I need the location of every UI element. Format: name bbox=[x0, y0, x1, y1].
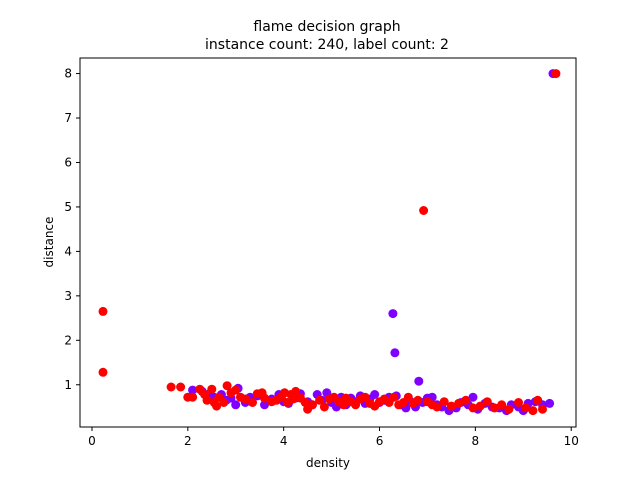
y-tick-label: 3 bbox=[64, 289, 72, 303]
data-point-red-14 bbox=[222, 381, 232, 391]
data-point-red-1 bbox=[98, 367, 108, 377]
data-point-red-11 bbox=[212, 401, 222, 411]
y-axis-label: distance bbox=[42, 217, 56, 268]
data-point-red-45 bbox=[360, 392, 370, 402]
data-point-red-54 bbox=[403, 392, 413, 402]
data-point-red-71 bbox=[514, 398, 523, 407]
y-tick-label: 5 bbox=[64, 200, 72, 214]
y-axis: 1 2 3 4 5 6 7 8 bbox=[64, 67, 80, 392]
data-point-purple-38 bbox=[390, 348, 400, 358]
x-tick-label: 0 bbox=[88, 434, 96, 448]
data-point-purple-37 bbox=[388, 309, 398, 319]
data-point-purple-44 bbox=[414, 376, 424, 386]
data-point-purple-54 bbox=[468, 392, 478, 402]
y-tick-label: 6 bbox=[64, 155, 72, 169]
plot-area bbox=[98, 69, 561, 416]
chart-title-line-1: flame decision graph bbox=[253, 19, 400, 35]
plot-frame bbox=[79, 57, 577, 428]
data-point-red-76 bbox=[551, 69, 561, 79]
data-point-red-68 bbox=[490, 403, 499, 413]
data-point-red-69 bbox=[497, 400, 507, 410]
data-point-red-29 bbox=[288, 394, 298, 404]
data-point-red-73 bbox=[528, 406, 538, 416]
data-point-red-2 bbox=[166, 382, 176, 392]
data-point-red-8 bbox=[202, 395, 212, 405]
data-point-red-9 bbox=[207, 384, 217, 394]
data-point-red-66 bbox=[475, 401, 485, 411]
data-point-red-51 bbox=[389, 392, 399, 402]
y-tick-label: 8 bbox=[64, 67, 72, 81]
data-point-red-56 bbox=[413, 395, 423, 405]
data-point-purple-7 bbox=[231, 400, 241, 410]
data-point-red-3 bbox=[176, 382, 186, 392]
data-point-red-5 bbox=[188, 392, 198, 402]
data-point-red-36 bbox=[319, 402, 329, 412]
data-point-red-63 bbox=[454, 398, 464, 408]
data-point-red-18 bbox=[240, 394, 250, 404]
data-point-red-72 bbox=[521, 403, 531, 413]
chart-title-line-2: instance count: 240, label count: 2 bbox=[205, 37, 449, 53]
data-point-red-75 bbox=[538, 404, 547, 414]
x-tick-label: 2 bbox=[184, 434, 192, 448]
data-point-red-22 bbox=[260, 393, 269, 403]
x-axis: 0 2 4 6 8 10 bbox=[88, 427, 579, 448]
data-point-red-19 bbox=[248, 398, 257, 407]
data-point-red-62 bbox=[446, 401, 456, 411]
data-point-red-61 bbox=[439, 397, 449, 407]
x-tick-label: 10 bbox=[564, 434, 579, 448]
x-tick-label: 4 bbox=[280, 434, 288, 448]
data-point-red-74 bbox=[533, 395, 543, 405]
x-axis-label: density bbox=[306, 456, 350, 470]
data-point-red-70 bbox=[504, 404, 514, 414]
data-point-red-67 bbox=[482, 397, 492, 407]
data-point-red-65 bbox=[468, 403, 478, 413]
data-point-purple-12 bbox=[260, 400, 269, 410]
data-point-purple-0 bbox=[188, 385, 198, 395]
data-point-red-60 bbox=[432, 402, 442, 412]
data-point-red-34 bbox=[307, 400, 317, 410]
data-point-red-57 bbox=[419, 206, 429, 215]
data-point-red-35 bbox=[315, 395, 325, 405]
y-tick-label: 2 bbox=[64, 333, 72, 347]
x-tick-label: 6 bbox=[376, 434, 384, 448]
data-point-red-30 bbox=[291, 386, 301, 396]
y-tick-label: 7 bbox=[64, 111, 72, 125]
x-tick-label: 8 bbox=[472, 434, 480, 448]
y-tick-label: 4 bbox=[64, 244, 72, 258]
data-point-purple-33 bbox=[370, 390, 380, 399]
data-point-purple-66 bbox=[545, 398, 555, 408]
y-tick-label: 1 bbox=[64, 378, 72, 392]
data-point-red-64 bbox=[461, 395, 471, 405]
data-point-red-13 bbox=[219, 398, 229, 407]
data-point-red-0 bbox=[98, 306, 108, 316]
data-point-red-16 bbox=[231, 385, 241, 395]
